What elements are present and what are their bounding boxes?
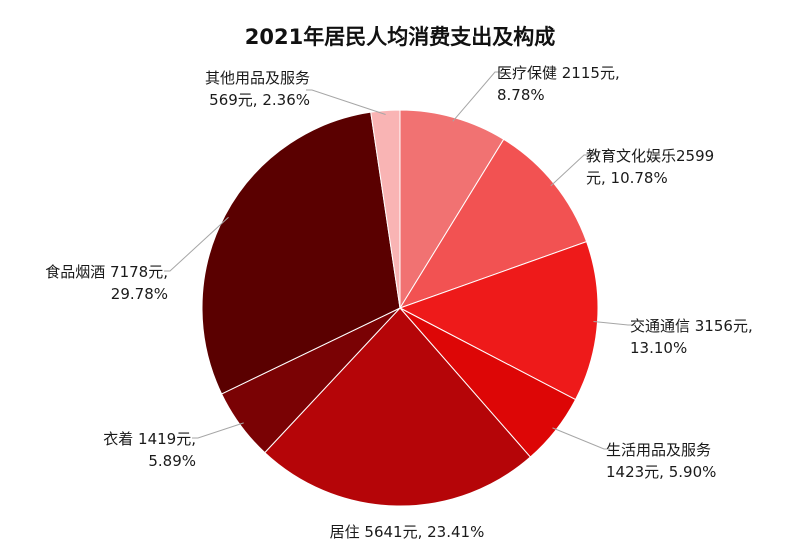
slice-label-6: 衣着 1419元, 5.89% [103, 430, 196, 470]
slice-label-4: 生活用品及服务 1423元, 5.90% [606, 441, 716, 481]
slice-label-line: 医疗保健 2115元, [497, 64, 620, 82]
slice-label-line: 元, 10.78% [586, 169, 668, 187]
slice-labels: 医疗保健 2115元, 8.78% 教育文化娱乐2599 元, 10.78% 交通通信 … [45, 64, 752, 541]
pie-slice-1 [399, 109, 505, 310]
slice-label-line: 其他用品及服务 [205, 69, 310, 87]
slice-label-line: 衣着 1419元, [103, 430, 196, 448]
leader-lines [164, 71, 634, 450]
slice-label-line: 交通通信 3156元, [630, 317, 753, 335]
pie-slice-5 [264, 307, 532, 507]
slice-label-line: 居住 5641元, 23.41% [330, 523, 485, 541]
leader-line-6 [192, 422, 244, 439]
slice-label-7: 食品烟酒 7178元, 29.78% [45, 263, 168, 303]
pie-slice-8 [370, 109, 401, 309]
pie-slices [201, 109, 599, 507]
leader-line-2 [550, 154, 590, 187]
slice-label-5: 居住 5641元, 23.41% [330, 523, 485, 541]
slice-label-line: 8.78% [497, 86, 545, 104]
leader-line-1 [452, 71, 501, 122]
slice-label-line: 5.89% [148, 452, 196, 470]
slice-label-line: 13.10% [630, 339, 687, 357]
slice-label-3: 交通通信 3156元, 13.10% [630, 317, 753, 357]
slice-label-line: 生活用品及服务 [606, 441, 711, 459]
pie-slice-7 [201, 111, 401, 395]
slice-label-line: 1423元, 5.90% [606, 463, 716, 481]
slice-label-line: 29.78% [111, 285, 168, 303]
slice-label-2: 教育文化娱乐2599 元, 10.78% [586, 147, 714, 187]
leader-line-4 [552, 427, 610, 450]
leader-line-8 [306, 89, 386, 115]
leader-line-3 [593, 321, 634, 326]
chart-title: 2021年居民人均消费支出及构成 [245, 25, 555, 49]
slice-label-1: 医疗保健 2115元, 8.78% [497, 64, 620, 104]
slice-label-line: 教育文化娱乐2599 [586, 147, 714, 165]
slice-label-line: 569元, 2.36% [209, 91, 310, 109]
leader-line-7 [164, 216, 229, 272]
slice-label-line: 食品烟酒 7178元, [45, 263, 168, 281]
slice-label-8: 其他用品及服务 569元, 2.36% [205, 69, 310, 109]
